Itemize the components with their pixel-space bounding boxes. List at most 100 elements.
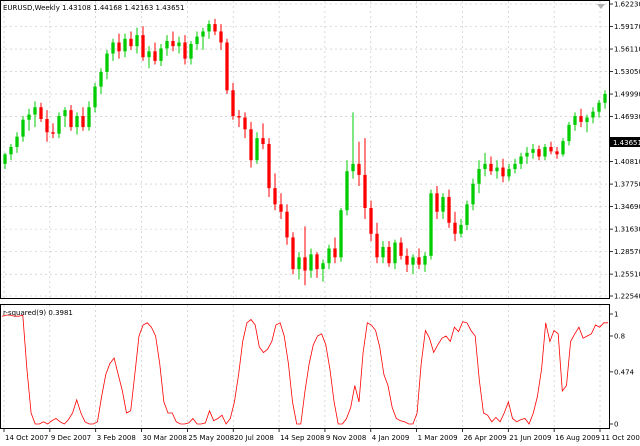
candle-body: [123, 38, 127, 52]
candle-body: [585, 117, 589, 122]
candle-body: [351, 163, 355, 172]
indicator-series: [1, 314, 608, 425]
candle-body: [291, 237, 295, 270]
candle-body: [441, 196, 445, 212]
price-tick-label: 1.46930: [614, 113, 640, 121]
candle-body: [243, 117, 247, 130]
time-tick-label: 16 Aug 2009: [555, 434, 600, 442]
candle-body: [87, 107, 91, 128]
price-tick-label: 1.59170: [614, 23, 640, 31]
main-chart-frame: [0, 0, 610, 299]
candle-body: [357, 163, 361, 175]
candle-body: [363, 174, 367, 209]
candle-body: [411, 257, 415, 265]
candle-body: [39, 107, 43, 119]
candle-body: [603, 93, 607, 103]
candle-body: [273, 188, 277, 205]
candle-body: [279, 204, 283, 212]
candle-body: [381, 247, 385, 258]
time-tick-label: 14 Sep 2008: [280, 434, 324, 442]
price-tick-label: 1.56110: [614, 46, 640, 54]
candle-body: [51, 132, 55, 134]
time-axis: 14 Oct 2007 9 Dec 2007 3 Feb 2008 30 Mar 20…: [3, 429, 640, 442]
candle-body: [483, 163, 487, 170]
candle-body: [513, 163, 517, 170]
candle-body: [495, 167, 499, 172]
candle-body: [231, 90, 235, 117]
candle-body: [417, 257, 421, 265]
indicator-tick-label: 0: [614, 421, 618, 429]
time-tick-label: 9 Nov 2008: [326, 434, 366, 442]
candle-body: [525, 152, 529, 157]
price-tick-label: 1.34690: [614, 203, 640, 211]
candlestick-series: [3, 18, 607, 286]
time-tick-label: 11 Oct 2009: [601, 434, 640, 442]
candle-body: [537, 149, 541, 157]
candle-body: [261, 138, 265, 145]
candle-body: [105, 53, 109, 72]
time-tick-label: 20 Jul 2008: [234, 434, 274, 442]
candle-body: [555, 151, 559, 155]
candle-body: [543, 146, 547, 157]
candle-body: [267, 144, 271, 189]
candle-body: [339, 210, 343, 258]
time-tick-label: 1 Mar 2009: [418, 434, 458, 442]
time-tick-label: 3 Feb 2008: [97, 434, 136, 442]
candle-body: [135, 35, 139, 47]
price-tick-label: 1.37750: [614, 181, 640, 189]
candle-body: [387, 247, 391, 264]
candle-body: [111, 42, 115, 54]
candle-body: [459, 224, 463, 234]
indicator-tick-label: 1: [614, 311, 618, 319]
time-tick-label: 4 Jan 2009: [372, 434, 410, 442]
candle-body: [489, 163, 493, 172]
candle-body: [69, 110, 73, 128]
chart-symbol-title: EURUSD,Weekly: [3, 4, 60, 12]
candle-body: [225, 42, 229, 91]
indicator-axis: 1 0.8 0.474 0: [610, 311, 635, 429]
time-tick-label: 14 Oct 2007: [5, 434, 48, 442]
candle-body: [15, 136, 19, 147]
candle-body: [165, 41, 169, 49]
candle-body: [93, 86, 97, 108]
candle-body: [471, 183, 475, 205]
candle-body: [153, 51, 157, 61]
grid-lines: [0, 1, 610, 428]
candle-body: [531, 149, 535, 153]
candle-body: [237, 116, 241, 118]
candle-body: [129, 38, 133, 47]
candle-body: [45, 118, 49, 133]
candle-body: [519, 156, 523, 164]
candle-body: [549, 146, 553, 152]
indicator-frame: [0, 304, 610, 429]
candle-body: [147, 51, 151, 58]
candle-body: [561, 141, 565, 155]
r-squared-line: [1, 314, 608, 425]
price-tick-label: 1.25510: [614, 271, 640, 279]
candle-body: [579, 116, 583, 122]
candle-body: [141, 35, 145, 58]
candle-body: [183, 42, 187, 59]
candle-body: [501, 167, 505, 177]
candle-body: [591, 111, 595, 118]
candle-body: [573, 116, 577, 125]
candle-body: [219, 31, 223, 43]
indicator-tick-label: 0.474: [614, 368, 635, 376]
price-tick-label: 1.62230: [614, 1, 640, 9]
price-tick-label: 1.22540: [614, 293, 640, 301]
candle-body: [27, 114, 31, 120]
candle-body: [117, 42, 121, 52]
candle-body: [345, 171, 349, 211]
candle-body: [315, 254, 319, 270]
candle-body: [435, 193, 439, 212]
time-tick-label: 21 Jun 2009: [509, 434, 551, 442]
triangle-down-icon[interactable]: [597, 4, 605, 9]
candle-body: [9, 146, 13, 155]
current-price-tag: 1.43651: [610, 137, 640, 147]
candle-body: [285, 211, 289, 238]
candle-body: [57, 116, 61, 134]
price-axis: 1.62230 1.59170 1.56110 1.53050 1.49990 1.469…: [610, 1, 640, 301]
candle-body: [309, 254, 313, 271]
